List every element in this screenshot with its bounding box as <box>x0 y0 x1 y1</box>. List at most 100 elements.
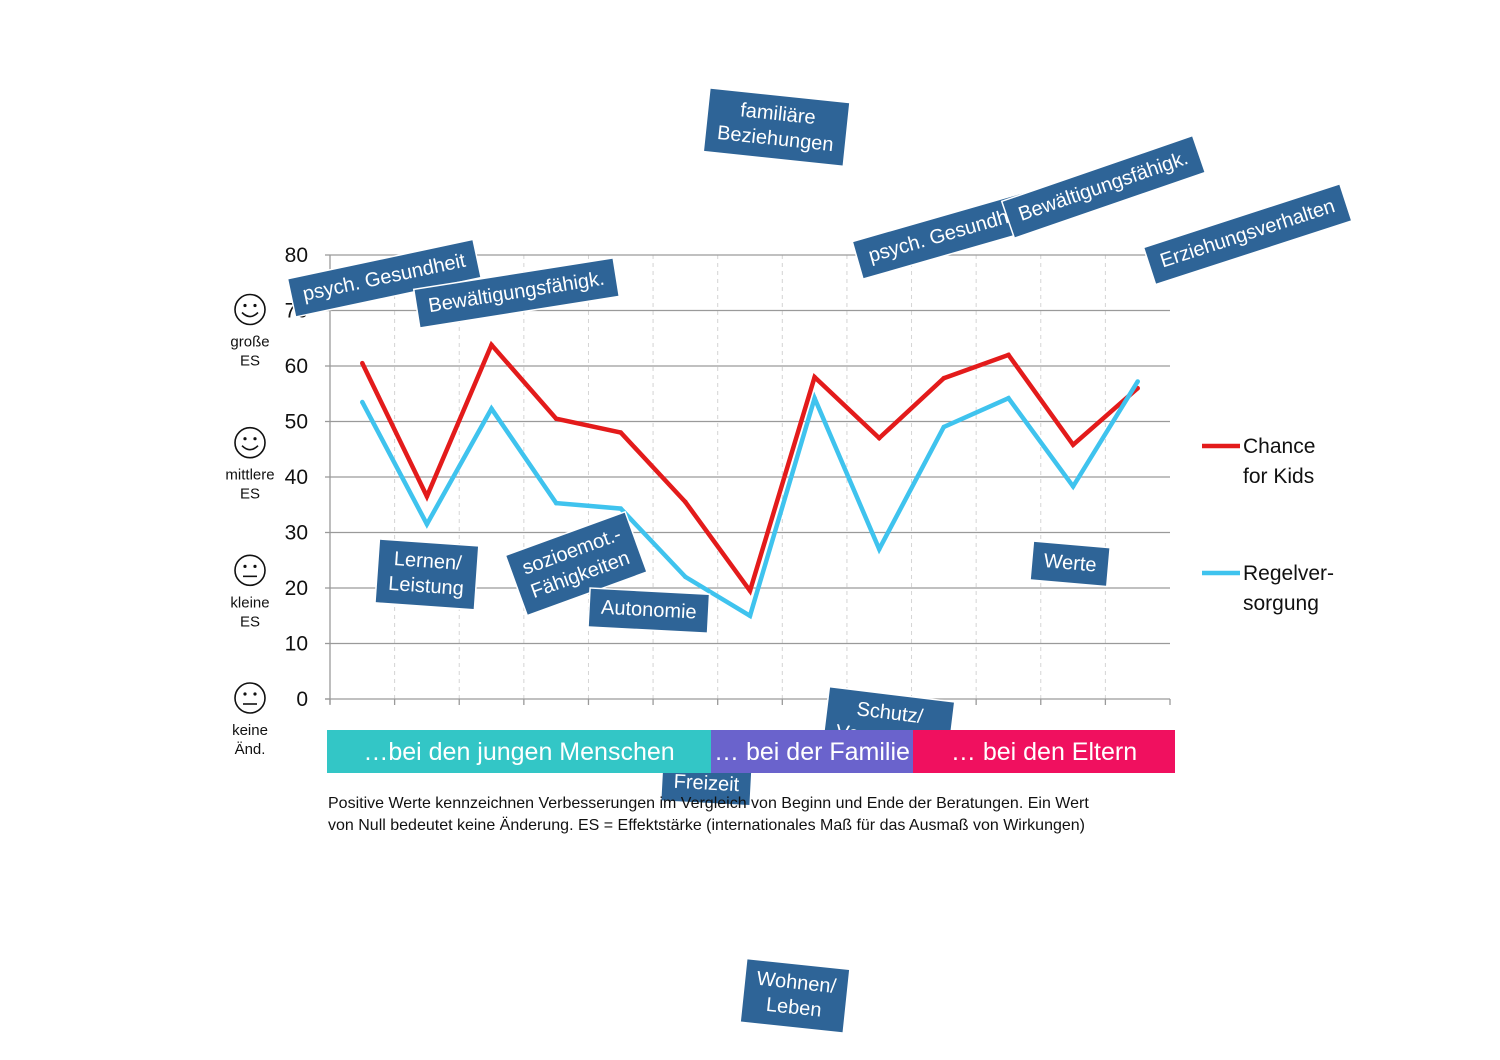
data-point <box>1070 484 1076 489</box>
effect-size-label: keine <box>232 722 268 739</box>
data-point <box>683 499 688 505</box>
annotation-box-background <box>412 256 621 329</box>
smiley-eye <box>253 692 257 696</box>
effect-size-label: mittlere <box>225 467 274 484</box>
data-point <box>876 435 882 441</box>
smiley-eye <box>253 564 257 568</box>
data-point <box>360 399 365 405</box>
annotation-label: Lernen/ <box>393 548 463 575</box>
annotation-label: Autonomie <box>601 597 698 624</box>
data-point <box>747 613 753 619</box>
smiley-neutral-icon <box>234 682 266 714</box>
data-point <box>683 574 688 580</box>
y-tick-label: 20 <box>285 577 308 600</box>
data-point <box>812 395 817 401</box>
y-tick-label: 50 <box>285 411 308 434</box>
data-point <box>812 374 817 380</box>
smiley-face-outline <box>234 426 266 459</box>
data-point <box>618 506 624 511</box>
footnote: Positive Werte kennzeichnen Verbesserung… <box>328 795 1089 834</box>
y-tick-label: 40 <box>285 466 308 489</box>
annotation-box-background <box>504 510 648 617</box>
smiley-mouth <box>241 445 259 451</box>
data-point <box>489 406 494 412</box>
smiley-mouth <box>241 311 259 318</box>
annotation-box-background <box>1029 540 1111 588</box>
data-point <box>618 430 624 435</box>
series-lines <box>360 340 1140 620</box>
y-tick-label: 0 <box>296 688 308 711</box>
annotation-box-background <box>1000 134 1207 240</box>
annotation-box: sozioemot.-Fähigkeiten <box>504 510 648 617</box>
legend-entry-label: Chance <box>1243 435 1315 458</box>
smiley-eye <box>243 692 247 696</box>
effect-size-scale: große ES mittlere ES kleine ES keine Änd. <box>225 293 275 758</box>
y-tick-label: 60 <box>285 355 308 378</box>
smiley-eye <box>253 437 257 441</box>
effect-size-label: ES <box>240 613 260 630</box>
data-point <box>1070 442 1076 448</box>
annotation-box: Lernen/Leistung <box>374 538 480 611</box>
annotation-box: Erziehungsverhalten <box>1142 182 1353 286</box>
smiley-neutral-small-icon <box>234 554 266 587</box>
smiley-eye <box>243 303 247 308</box>
group-bands: …bei den jungen Menschen … bei der Famili… <box>327 730 1175 773</box>
annotation-boxes: psych. GesundheitLernen/LeistungBewältig… <box>286 87 1353 1034</box>
smiley-big-icon <box>234 293 266 326</box>
annotation-label: Werte <box>1043 550 1098 577</box>
annotation-box-background <box>1142 182 1353 286</box>
annotation-box: Wohnen/Leben <box>739 957 851 1034</box>
annotation-box: Werte <box>1029 540 1111 588</box>
smiley-face-outline <box>234 293 266 326</box>
y-tick-label: 10 <box>285 633 308 656</box>
group-band <box>913 730 1175 773</box>
smiley-medium-icon <box>234 426 266 459</box>
annotation-box-background <box>587 587 711 634</box>
annotation-label: Leistung <box>388 573 465 600</box>
group-band-label: … bei der Familie <box>714 738 910 766</box>
data-point <box>747 588 753 594</box>
data-point <box>424 521 430 527</box>
legend-entry-label: Regelver- <box>1243 562 1334 585</box>
y-tick-label: 30 <box>285 522 308 545</box>
gridlines <box>330 254 1170 699</box>
effect-size-label: ES <box>240 486 260 503</box>
data-point <box>360 360 365 366</box>
group-band-label: …bei den jungen Menschen <box>363 738 674 766</box>
data-point <box>1006 352 1011 358</box>
data-point <box>941 375 947 381</box>
legend-entry-label: sorgung <box>1243 592 1319 615</box>
legend-entry-label: for Kids <box>1243 465 1314 488</box>
data-point <box>489 342 494 348</box>
effect-size-label: Änd. <box>235 741 266 758</box>
data-point <box>553 416 559 422</box>
smiley-eye <box>253 303 257 308</box>
data-point <box>876 546 882 552</box>
smiley-eye <box>243 564 247 568</box>
smiley-eye <box>243 437 247 441</box>
data-point <box>1006 395 1011 401</box>
annotation-label: Freizeit <box>673 771 740 796</box>
series-line-regelversorgung <box>360 380 1140 620</box>
footnote-text: Positive Werte kennzeichnen Verbesserung… <box>328 795 1089 812</box>
data-point <box>424 494 430 499</box>
smiley-face-outline <box>234 554 266 587</box>
effect-size-label: große <box>230 334 269 351</box>
annotation-box-background <box>374 538 480 611</box>
y-tick-label: 80 <box>285 244 308 267</box>
data-point <box>1135 379 1140 384</box>
annotation-box: Autonomie <box>587 587 711 634</box>
annotation-box-background <box>286 238 482 318</box>
group-band-label: … bei den Eltern <box>951 738 1137 766</box>
data-point <box>553 500 559 506</box>
effect-size-label: kleine <box>230 594 269 611</box>
group-band <box>327 730 711 773</box>
legend: Chance for Kids Regelver-sorgung <box>1202 435 1334 615</box>
annotation-box-background <box>702 87 851 168</box>
data-point <box>941 424 947 430</box>
smiley-face-outline <box>234 682 266 714</box>
annotation-box-background <box>739 957 851 1034</box>
effect-size-label: ES <box>240 353 260 370</box>
